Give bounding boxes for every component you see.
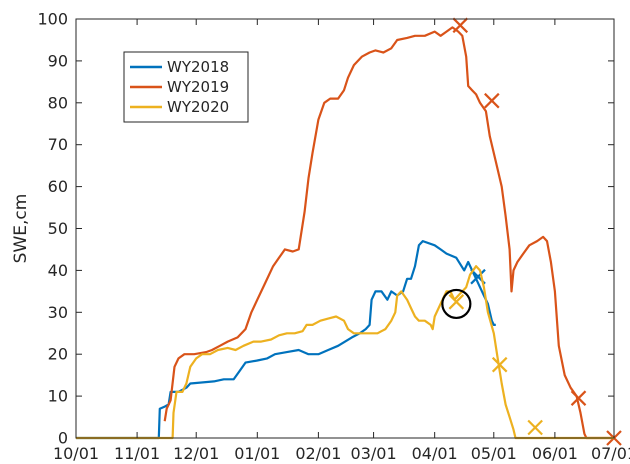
x-tick-label-3: 01/01 — [234, 444, 280, 463]
y-axis-label: SWE,cm — [11, 194, 31, 264]
y-tick-label-8: 80 — [48, 93, 68, 112]
x-tick-label-9: 07/01 — [591, 444, 630, 463]
y-tick-label-1: 10 — [48, 387, 68, 406]
series-2-marker-2 — [527, 419, 543, 436]
y-tick-label-4: 40 — [48, 261, 68, 280]
series-line-0 — [76, 240, 496, 440]
x-tick-label-1: 11/01 — [114, 444, 160, 463]
x-tick-label-0: 10/01 — [53, 444, 99, 463]
y-tick-label-9: 90 — [48, 51, 68, 70]
legend-label-2: WY2020 — [167, 98, 229, 116]
y-tick-label-7: 70 — [48, 135, 68, 154]
series-1-marker-2 — [570, 390, 587, 406]
x-tick-label-7: 05/01 — [471, 444, 517, 463]
legend: WY2018 WY2019 WY2020 — [123, 51, 249, 123]
marker-stroke-b — [448, 294, 465, 310]
x-tick-label-8: 06/01 — [532, 444, 578, 463]
y-tick-label-6: 60 — [48, 177, 68, 196]
y-tick-label-10: 100 — [37, 10, 68, 29]
series-2-marker-0 — [448, 294, 465, 310]
axes: 0 10 20 30 40 50 60 70 80 90 100 10/01 11/01 12/01 01/… — [11, 10, 630, 464]
marker-stroke-b — [527, 419, 543, 436]
annotation-circle-0 — [441, 288, 472, 320]
marker-stroke-b — [484, 92, 500, 109]
series-line-2 — [76, 265, 614, 440]
x-tick-label-5: 03/01 — [351, 444, 397, 463]
y-tick-label-5: 50 — [48, 219, 68, 238]
y-tick-label-0: 0 — [58, 429, 68, 448]
marker-stroke-b — [491, 356, 508, 373]
series-line-1 — [163, 26, 614, 440]
x-tick-label-2: 12/01 — [173, 444, 219, 463]
series-1-marker-0 — [452, 17, 469, 34]
series-1-marker-1 — [484, 92, 500, 109]
legend-label-0: WY2018 — [167, 58, 229, 76]
legend-label-1: WY2019 — [167, 78, 229, 96]
marker-stroke-b — [570, 390, 587, 406]
y-tick-label-2: 20 — [48, 345, 68, 364]
series-2-marker-1 — [491, 356, 508, 373]
y-tick-label-3: 30 — [48, 303, 68, 322]
x-tick-label-6: 04/01 — [412, 444, 458, 463]
plot-area — [76, 17, 622, 446]
x-tick-label-4: 02/01 — [295, 444, 341, 463]
marker-stroke-b — [470, 268, 486, 285]
marker-stroke-b — [452, 17, 469, 34]
annotations — [441, 288, 472, 320]
